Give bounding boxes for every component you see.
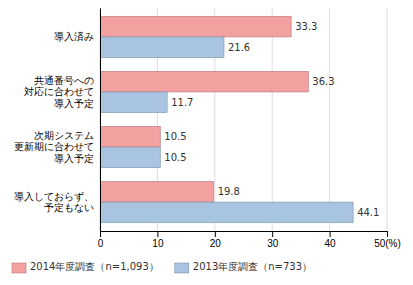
data-label: 19.8 — [218, 186, 240, 197]
tick-mark — [215, 231, 216, 237]
legend-item: 2014年度調査（n=1,093） — [12, 261, 159, 273]
tick-label: 10 — [152, 238, 164, 249]
tick: 20 — [210, 231, 222, 249]
tick-label-line: 共通番号への — [34, 75, 94, 86]
tick-label: 0 — [98, 238, 104, 249]
tick-label-line: 導入予定 — [54, 98, 94, 109]
legend-swatch — [175, 263, 189, 273]
tick-label: 50(%) — [374, 238, 401, 249]
tick-label-line: 更新期に合わせて — [14, 141, 94, 152]
bar — [100, 16, 291, 37]
tick-label: 共通番号への対応に合わせて導入予定 — [24, 75, 94, 109]
x-axis: 0 10 20 30 40 50(%) — [98, 231, 401, 249]
legend: 2014年度調査（n=1,093） 2013年度調査（n=733） — [12, 261, 312, 273]
data-label: 33.3 — [295, 21, 317, 32]
tick-label: 40 — [325, 238, 337, 249]
grid-line — [272, 8, 273, 231]
bars — [100, 16, 353, 222]
data-label: 36.3 — [312, 76, 334, 87]
tick-mark — [330, 231, 331, 237]
tick-label-line: 導入しておらず、 — [14, 191, 94, 203]
chart-container: 33.3 36.3 10.5 19.8 21.6 11.7 10.5 44.1 0 10 20 30 4… — [0, 0, 413, 285]
tick-label: 20 — [210, 238, 222, 249]
tick: 30 — [267, 231, 279, 249]
data-label: 10.5 — [164, 152, 186, 163]
bar-series — [100, 37, 353, 223]
tick-label: 導入済み — [54, 31, 94, 42]
bar — [100, 126, 160, 147]
y-axis: 導入済み共通番号への対応に合わせて導入予定次期システム更新期に合わせて導入予定導… — [14, 9, 101, 232]
axis-domain — [101, 232, 388, 238]
tick: 共通番号への対応に合わせて導入予定 — [24, 75, 100, 109]
bar — [100, 92, 167, 113]
chart: 33.3 36.3 10.5 19.8 21.6 11.7 10.5 44.1 0 10 20 30 4… — [0, 0, 413, 285]
data-label: 21.6 — [228, 42, 250, 53]
data-label-series: 21.6 11.7 10.5 44.1 — [164, 42, 379, 218]
data-labels: 33.3 36.3 10.5 19.8 21.6 11.7 10.5 44.1 — [164, 21, 379, 218]
bar — [100, 71, 308, 92]
grid-line — [387, 8, 388, 231]
grid — [100, 8, 387, 231]
tick-label-line: 対応に合わせて — [24, 86, 94, 97]
data-label: 10.5 — [164, 131, 186, 142]
tick-label-line: 導入予定 — [54, 153, 94, 164]
bar — [100, 181, 214, 202]
bar — [100, 202, 353, 223]
tick: 50(%) — [374, 231, 401, 249]
tick: 導入済み — [54, 31, 100, 42]
tick-label-line: 次期システム — [34, 130, 94, 141]
legend-swatch — [12, 263, 26, 273]
tick-mark — [100, 231, 101, 237]
tick: 40 — [325, 231, 337, 249]
tick-label: 30 — [267, 238, 279, 249]
grid-line — [100, 8, 101, 231]
tick-label: 次期システム更新期に合わせて導入予定 — [14, 130, 94, 164]
data-label: 44.1 — [357, 207, 379, 218]
axis-domain — [100, 9, 101, 232]
legend-label: 2013年度調査（n=733） — [193, 261, 312, 272]
bar — [100, 37, 224, 58]
data-label: 11.7 — [171, 97, 193, 108]
tick: 10 — [152, 231, 164, 249]
grid-line — [329, 8, 330, 231]
plot: 33.3 36.3 10.5 19.8 21.6 11.7 10.5 44.1 0 10 20 30 4… — [14, 8, 401, 249]
bar — [100, 147, 160, 168]
tick-label-line: 予定もない — [44, 202, 94, 213]
tick-mark — [272, 231, 273, 237]
data-label-series: 33.3 36.3 10.5 19.8 — [164, 21, 334, 197]
legend-label: 2014年度調査（n=1,093） — [30, 261, 159, 272]
legend-item: 2013年度調査（n=733） — [175, 261, 312, 273]
tick: 0 — [98, 231, 104, 249]
bar-series — [100, 16, 308, 202]
tick: 導入しておらず、予定もない — [14, 191, 100, 214]
tick: 次期システム更新期に合わせて導入予定 — [14, 130, 100, 164]
tick-label: 導入しておらず、予定もない — [14, 191, 94, 214]
tick-mark — [157, 231, 158, 237]
tick-mark — [387, 231, 388, 237]
tick-label-line: 導入済み — [54, 31, 94, 42]
